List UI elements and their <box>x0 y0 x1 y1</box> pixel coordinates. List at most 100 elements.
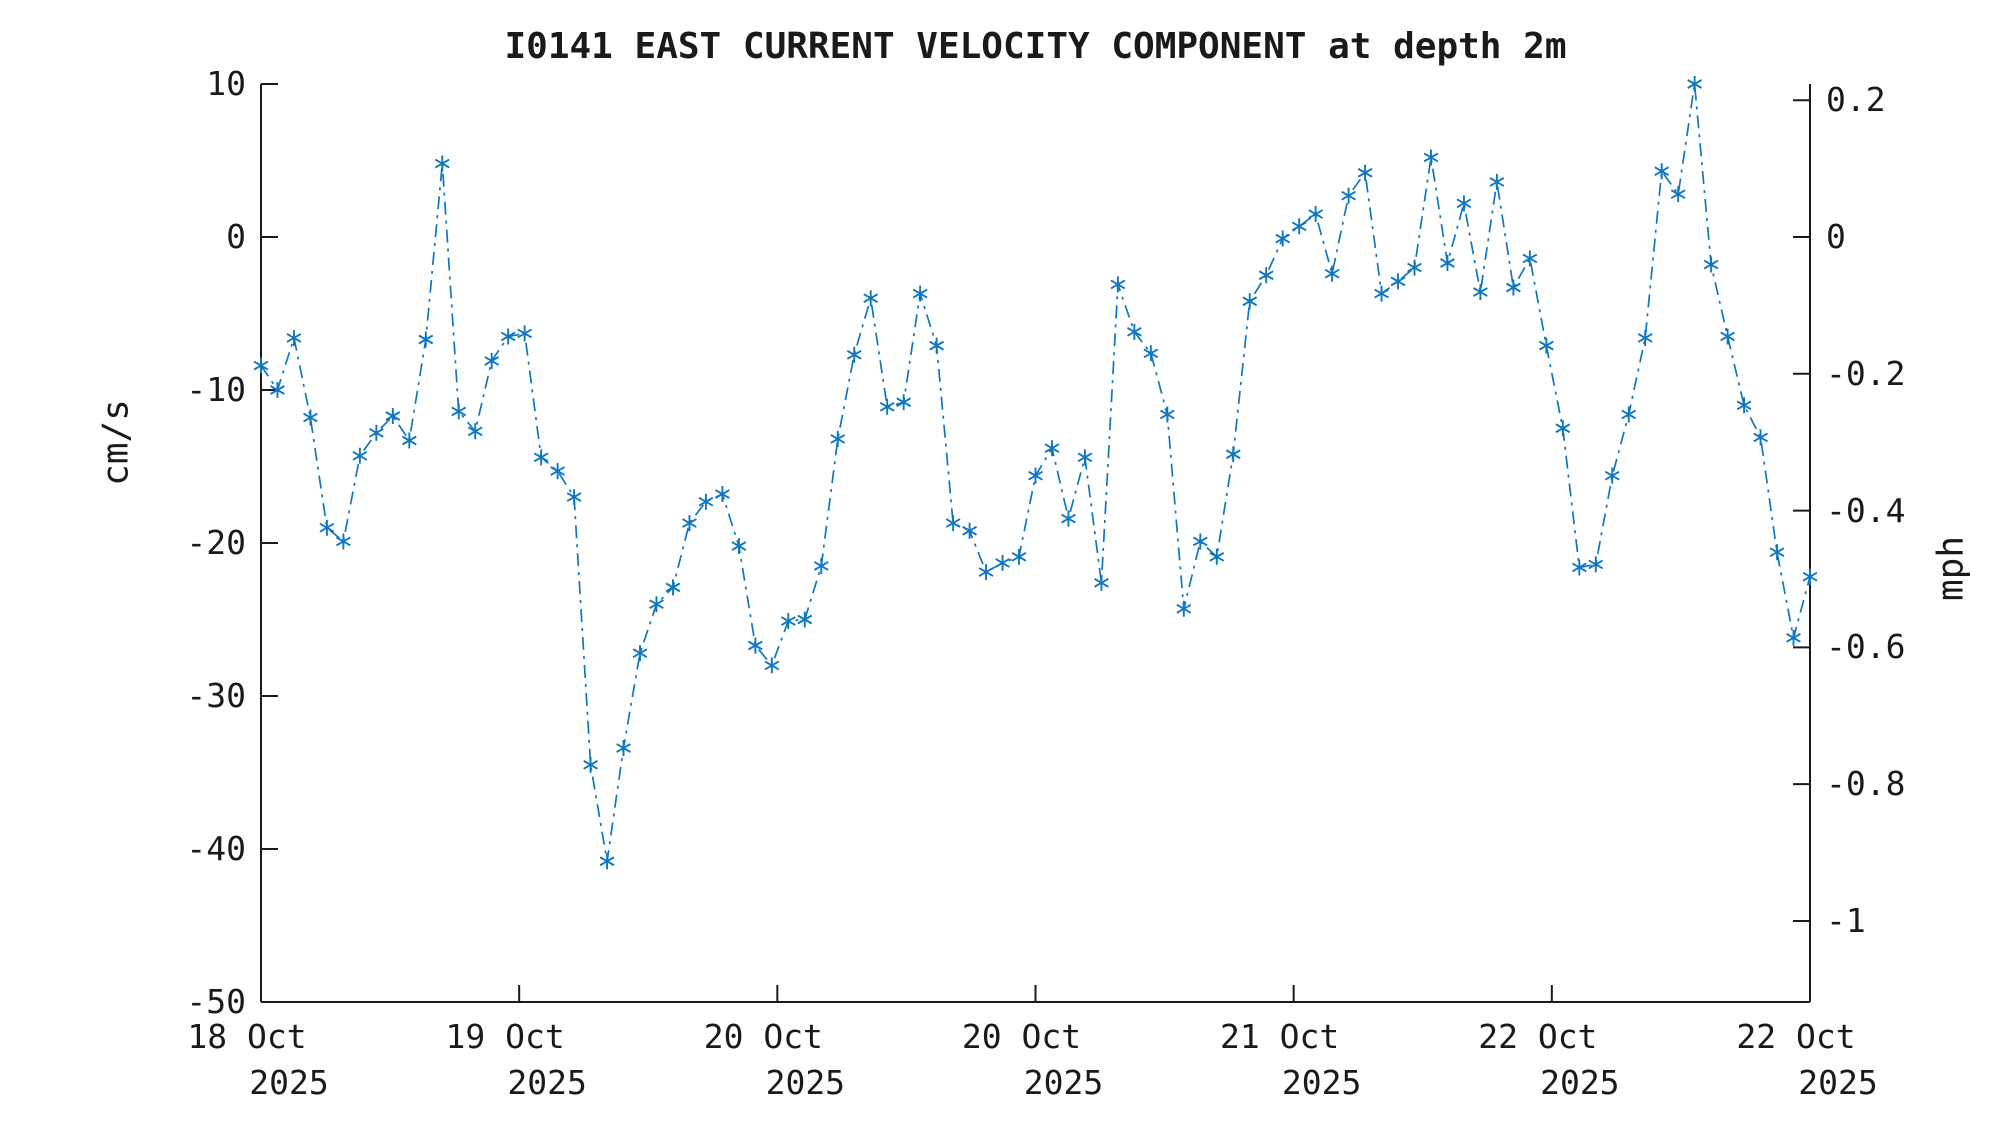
data-point-marker <box>566 489 582 506</box>
data-point-marker <box>879 398 895 415</box>
y-tick-label-left: -10 <box>186 370 246 409</box>
data-point-marker <box>484 352 500 369</box>
y-tick-label-right: -0.2 <box>1826 353 1906 393</box>
data-point-marker <box>797 611 813 628</box>
data-point-marker <box>303 409 318 426</box>
data-point-marker <box>1654 163 1670 180</box>
data-point-marker <box>1390 273 1406 290</box>
data-point-marker <box>1324 265 1340 282</box>
data-point-marker <box>368 424 384 441</box>
data-point-marker <box>1753 429 1768 446</box>
data-point-marker <box>863 290 879 307</box>
y-tick-label-left: -30 <box>186 676 246 715</box>
data-point-marker <box>1769 544 1785 561</box>
data-point-marker <box>1094 574 1109 591</box>
data-point-marker <box>1786 629 1801 646</box>
data-point-marker <box>1011 548 1027 565</box>
data-point-marker <box>253 357 269 374</box>
data-point-marker <box>583 756 598 773</box>
data-point-marker <box>1505 279 1521 296</box>
x-tick-label: 22 Oct 2025 <box>1736 1017 1878 1102</box>
data-point-marker <box>335 533 351 550</box>
data-point-marker <box>1126 323 1142 340</box>
data-point-marker <box>1637 329 1653 346</box>
data-point-marker <box>1555 420 1571 437</box>
x-tick-label: 21 Oct 2025 <box>1220 1017 1362 1102</box>
data-point-marker <box>1044 440 1060 457</box>
data-point-marker <box>1489 173 1505 190</box>
data-point-marker <box>1456 195 1472 212</box>
data-point-marker <box>352 447 368 464</box>
data-point-marker <box>1192 533 1208 550</box>
data-point-marker <box>715 486 730 503</box>
data-point-marker <box>896 394 912 411</box>
data-point-marker <box>1588 556 1604 573</box>
data-point-marker <box>1440 255 1455 272</box>
y-tick-label-left: -40 <box>186 829 246 868</box>
data-point-marker <box>286 329 302 346</box>
data-point-marker <box>270 382 285 398</box>
data-point-marker <box>1258 267 1274 284</box>
data-point-marker <box>1225 446 1241 463</box>
data-point-marker <box>1275 230 1291 247</box>
data-point-marker <box>1061 510 1076 527</box>
data-point-marker <box>1802 568 1818 585</box>
y-tick-label-left: -50 <box>186 982 246 1021</box>
data-point-marker <box>1308 206 1324 223</box>
data-point-marker <box>1357 164 1373 181</box>
data-point-marker <box>1374 285 1389 302</box>
data-point-marker <box>1176 600 1192 617</box>
data-point-marker <box>649 596 664 613</box>
data-point-marker <box>1736 397 1752 414</box>
data-point-marker <box>1473 284 1488 301</box>
data-point-marker <box>929 337 945 354</box>
data-point-marker <box>764 657 780 674</box>
x-tick-label: 18 Oct 2025 <box>187 1017 329 1102</box>
data-point-marker <box>1110 276 1126 293</box>
y-tick-label-left: 0 <box>226 217 246 256</box>
data-point-marker <box>1028 467 1043 484</box>
data-point-marker <box>1687 76 1703 92</box>
data-point-marker <box>451 403 467 420</box>
data-point-marker <box>1407 259 1422 276</box>
y-tick-label-right: 0 <box>1826 217 1846 256</box>
data-point-marker <box>1143 345 1159 362</box>
data-point-marker <box>665 579 681 596</box>
data-point-marker <box>1604 467 1620 484</box>
data-point-marker <box>1423 149 1439 166</box>
data-point-marker <box>1242 293 1258 310</box>
y-tick-label-left: 10 <box>206 64 246 103</box>
data-point-marker <box>616 740 631 757</box>
data-point-marker <box>846 346 862 363</box>
data-point-marker <box>747 637 763 654</box>
data-point-marker <box>682 515 697 532</box>
data-point-marker <box>731 538 747 555</box>
data-point-marker <box>1341 187 1356 204</box>
data-point-marker <box>1209 548 1225 565</box>
x-tick-label: 19 Oct 2025 <box>445 1017 587 1102</box>
y-tick-label-right: -1 <box>1826 900 1866 940</box>
data-point-marker <box>912 285 928 302</box>
y-tick-label-left: -20 <box>186 523 246 562</box>
velocity-series-markers <box>253 76 1818 870</box>
data-point-marker <box>1291 218 1307 235</box>
x-tick-label: 22 Oct 2025 <box>1478 1017 1620 1102</box>
data-point-marker <box>1703 256 1719 273</box>
data-point-marker <box>533 449 549 466</box>
data-point-marker <box>434 155 450 172</box>
data-point-marker <box>467 423 483 440</box>
data-point-marker <box>978 564 994 581</box>
y-tick-label-right: -0.6 <box>1826 627 1906 667</box>
data-point-marker <box>945 515 961 532</box>
y-tick-label-right: -0.4 <box>1826 490 1906 530</box>
data-point-marker <box>1159 406 1175 423</box>
chart-title: I0141 EAST CURRENT VELOCITY COMPONENT at… <box>504 26 1567 67</box>
data-point-marker <box>1621 406 1637 423</box>
data-point-marker <box>418 331 434 348</box>
data-point-marker <box>599 853 615 870</box>
data-point-marker <box>517 325 533 342</box>
data-point-marker <box>1538 337 1554 354</box>
data-point-marker <box>813 557 829 574</box>
data-point-marker <box>830 430 846 447</box>
y-tick-label-right: 0.2 <box>1826 80 1886 120</box>
